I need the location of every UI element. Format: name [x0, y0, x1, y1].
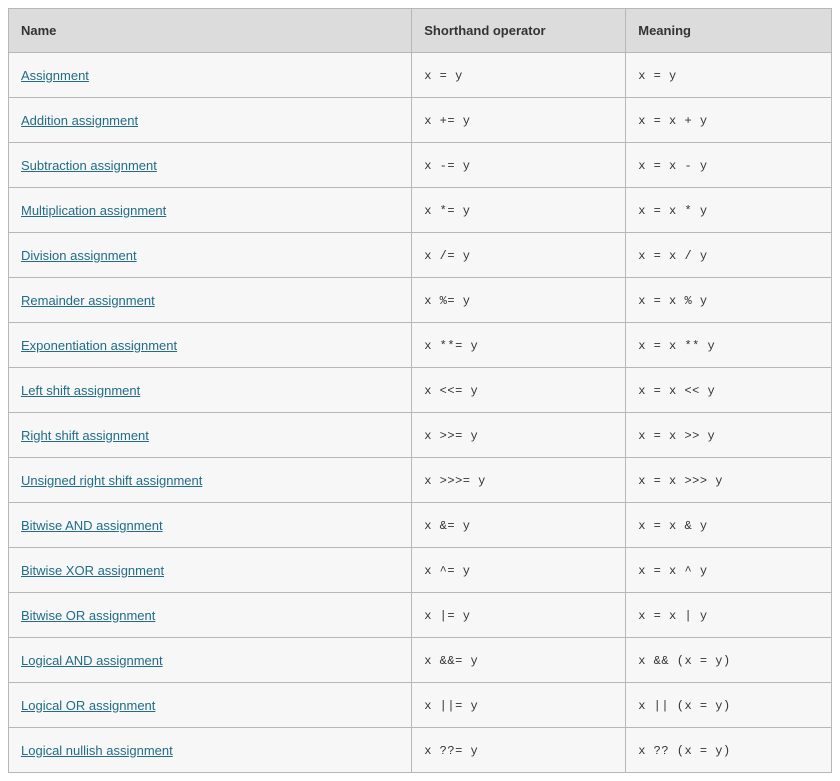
- meaning-code: x = x << y: [638, 384, 715, 398]
- table-row: Division assignment x /= y x = x / y: [9, 233, 832, 278]
- table-row: Bitwise OR assignment x |= y x = x | y: [9, 593, 832, 638]
- operators-table: Name Shorthand operator Meaning Assignme…: [8, 8, 832, 773]
- operator-link[interactable]: Remainder assignment: [21, 293, 155, 308]
- meaning-code: x = x ^ y: [638, 564, 707, 578]
- operator-link[interactable]: Bitwise AND assignment: [21, 518, 163, 533]
- table-row: Logical AND assignment x &&= y x && (x = y…: [9, 638, 832, 683]
- table-row: Left shift assignment x <<= y x = x << y: [9, 368, 832, 413]
- table-header-row: Name Shorthand operator Meaning: [9, 9, 832, 53]
- table-row: Bitwise XOR assignment x ^= y x = x ^ y: [9, 548, 832, 593]
- meaning-code: x = y: [638, 69, 677, 83]
- meaning-code: x = x - y: [638, 159, 707, 173]
- table-row: Multiplication assignment x *= y x = x * y: [9, 188, 832, 233]
- shorthand-code: x *= y: [424, 204, 470, 218]
- col-header-name: Name: [9, 9, 412, 53]
- table-row: Subtraction assignment x -= y x = x - y: [9, 143, 832, 188]
- shorthand-code: x &= y: [424, 519, 470, 533]
- operator-link[interactable]: Subtraction assignment: [21, 158, 157, 173]
- operator-link[interactable]: Logical nullish assignment: [21, 743, 173, 758]
- table-row: Assignment x = y x = y: [9, 53, 832, 98]
- meaning-code: x = x ** y: [638, 339, 715, 353]
- meaning-code: x = x >> y: [638, 429, 715, 443]
- meaning-code: x = x | y: [638, 609, 707, 623]
- meaning-code: x = x >>> y: [638, 474, 723, 488]
- table-row: Logical nullish assignment x ??= y x ?? (x…: [9, 728, 832, 773]
- operator-link[interactable]: Logical AND assignment: [21, 653, 163, 668]
- operator-link[interactable]: Logical OR assignment: [21, 698, 155, 713]
- meaning-code: x = x / y: [638, 249, 707, 263]
- operator-link[interactable]: Division assignment: [21, 248, 137, 263]
- operator-link[interactable]: Unsigned right shift assignment: [21, 473, 202, 488]
- shorthand-code: x ??= y: [424, 744, 478, 758]
- operator-link[interactable]: Right shift assignment: [21, 428, 149, 443]
- table-row: Addition assignment x += y x = x + y: [9, 98, 832, 143]
- shorthand-code: x ||= y: [424, 699, 478, 713]
- table-row: Unsigned right shift assignment x >>>= y x…: [9, 458, 832, 503]
- meaning-code: x = x + y: [638, 114, 707, 128]
- table-row: Right shift assignment x >>= y x = x >> y: [9, 413, 832, 458]
- shorthand-code: x -= y: [424, 159, 470, 173]
- operator-link[interactable]: Left shift assignment: [21, 383, 140, 398]
- meaning-code: x && (x = y): [638, 654, 730, 668]
- shorthand-code: x += y: [424, 114, 470, 128]
- operator-link[interactable]: Addition assignment: [21, 113, 138, 128]
- shorthand-code: x >>>= y: [424, 474, 486, 488]
- shorthand-code: x >>= y: [424, 429, 478, 443]
- meaning-code: x = x * y: [638, 204, 707, 218]
- meaning-code: x ?? (x = y): [638, 744, 730, 758]
- operator-link[interactable]: Exponentiation assignment: [21, 338, 177, 353]
- operator-link[interactable]: Multiplication assignment: [21, 203, 166, 218]
- shorthand-code: x **= y: [424, 339, 478, 353]
- meaning-code: x = x % y: [638, 294, 707, 308]
- meaning-code: x = x & y: [638, 519, 707, 533]
- shorthand-code: x = y: [424, 69, 463, 83]
- operator-link[interactable]: Bitwise XOR assignment: [21, 563, 164, 578]
- table-row: Logical OR assignment x ||= y x || (x = y): [9, 683, 832, 728]
- table-row: Bitwise AND assignment x &= y x = x & y: [9, 503, 832, 548]
- col-header-shorthand: Shorthand operator: [412, 9, 626, 53]
- shorthand-code: x ^= y: [424, 564, 470, 578]
- shorthand-code: x <<= y: [424, 384, 478, 398]
- col-header-meaning: Meaning: [626, 9, 832, 53]
- table-body: Assignment x = y x = y Addition assignment…: [9, 53, 832, 773]
- shorthand-code: x /= y: [424, 249, 470, 263]
- operator-link[interactable]: Bitwise OR assignment: [21, 608, 155, 623]
- meaning-code: x || (x = y): [638, 699, 730, 713]
- shorthand-code: x %= y: [424, 294, 470, 308]
- operator-link[interactable]: Assignment: [21, 68, 89, 83]
- shorthand-code: x &&= y: [424, 654, 478, 668]
- table-row: Remainder assignment x %= y x = x % y: [9, 278, 832, 323]
- table-row: Exponentiation assignment x **= y x = x **…: [9, 323, 832, 368]
- shorthand-code: x |= y: [424, 609, 470, 623]
